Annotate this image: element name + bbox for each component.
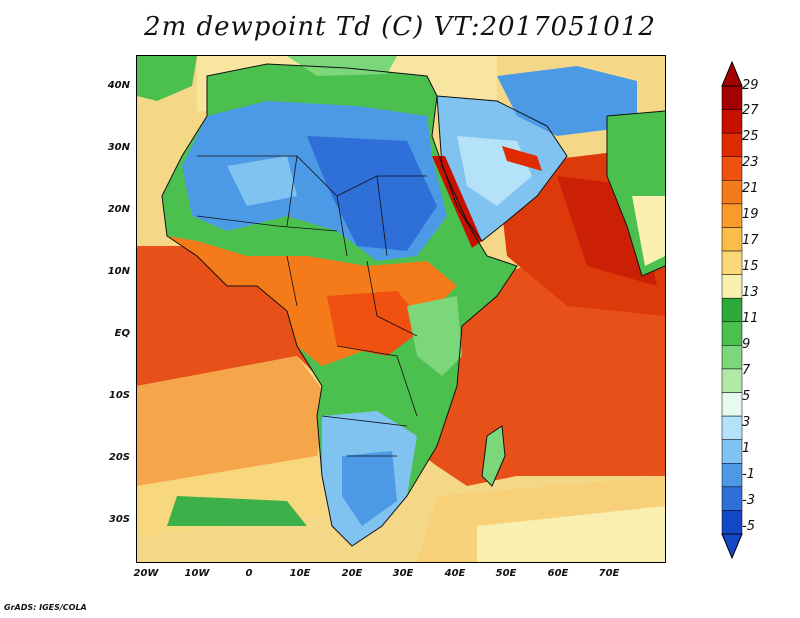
lat-label-10n: 10N: [107, 266, 130, 277]
colorbar-label-17: 17: [742, 233, 759, 248]
colorbar-segment: [721, 415, 743, 440]
colorbar-bottom-arrow: [721, 533, 743, 560]
colorbar-segment: [721, 321, 743, 346]
colorbar-label-3: 3: [742, 415, 751, 430]
lon-label-10w: 10W: [184, 568, 210, 579]
colorbar-label-21: 21: [742, 181, 759, 196]
colorbar-label-7: 7: [742, 363, 751, 378]
arabia-coastline: [436, 95, 568, 242]
western-sahara-field: [227, 156, 297, 206]
colorbar-segment: [721, 486, 743, 511]
colorbar-segment: [721, 297, 743, 323]
colorbar-segment: [721, 368, 743, 393]
footer-credit: GrADS: IGES/COLA: [4, 603, 87, 612]
colorbar-label-27: 27: [742, 103, 759, 118]
madagascar-landmass: [482, 426, 505, 486]
lat-label-eq: EQ: [114, 328, 130, 339]
colorbar-segment: [721, 203, 743, 228]
dewpoint-map: [136, 55, 666, 563]
colorbar-segment: [721, 180, 743, 205]
colorbar-label-29: 29: [742, 78, 759, 93]
colorbar-label-23: 23: [742, 155, 759, 170]
colorbar-label-15: 15: [742, 259, 759, 274]
colorbar-label-19: 19: [742, 207, 759, 222]
lat-label-20s: 20S: [108, 452, 130, 463]
south-atlantic-band: [137, 356, 327, 486]
lat-label-10s: 10S: [108, 390, 130, 401]
colorbar: [721, 60, 743, 560]
colorbar-segment: [721, 274, 743, 299]
colorbar-label-minus5: -5: [742, 519, 755, 534]
lon-label-20w: 20W: [133, 568, 159, 579]
colorbar-label-5: 5: [742, 389, 751, 404]
colorbar-segment: [721, 439, 743, 464]
lon-label-10e: 10E: [289, 568, 311, 579]
colorbar-segment: [721, 85, 743, 110]
lon-label-40e: 40E: [444, 568, 466, 579]
lon-label-20e: 20E: [341, 568, 363, 579]
colorbar-segment: [721, 510, 743, 535]
africa-coastline: [161, 63, 518, 547]
lat-label-30s: 30S: [108, 514, 130, 525]
persian-gulf-field: [502, 146, 542, 171]
south-atlantic-green-patch: [167, 496, 307, 526]
colorbar-segment: [721, 227, 743, 252]
sahara-driest-field: [307, 136, 437, 251]
colorbar-segment: [721, 109, 743, 134]
kalahari-field: [342, 451, 397, 526]
congo-basin-field: [327, 291, 427, 356]
lat-label-20n: 20N: [107, 204, 130, 215]
east-africa-highlands: [407, 296, 462, 376]
colorbar-label-11: 11: [742, 311, 759, 326]
madagascar-coastline: [481, 425, 506, 487]
lon-label-50e: 50E: [495, 568, 517, 579]
lon-label-0: 0: [245, 568, 253, 579]
iberia-field: [137, 56, 197, 101]
lon-label-70e: 70E: [598, 568, 620, 579]
colorbar-segment: [721, 156, 743, 181]
chart-title: 2m dewpoint Td (C) VT:2017051012: [144, 12, 656, 42]
southern-india-field: [632, 196, 665, 266]
colorbar-top-arrow: [721, 60, 743, 87]
colorbar-label-25: 25: [742, 129, 759, 144]
colorbar-label-minus1: -1: [742, 467, 755, 482]
lat-label-40n: 40N: [107, 80, 130, 91]
lon-label-60e: 60E: [547, 568, 569, 579]
country-borders: [196, 155, 427, 457]
colorbar-label-minus3: -3: [742, 493, 755, 508]
india-coastline: [606, 110, 665, 277]
southern-europe-field: [287, 56, 397, 76]
colorbar-label-9: 9: [742, 337, 751, 352]
colorbar-segment: [721, 463, 743, 488]
colorbar-label-1: 1: [742, 441, 751, 456]
colorbar-segment: [721, 132, 743, 157]
colorbar-segment: [721, 345, 743, 370]
colorbar-label-13: 13: [742, 285, 759, 300]
colorbar-segment: [721, 250, 743, 275]
south-indian-coolest: [477, 506, 665, 562]
lon-label-30e: 30E: [392, 568, 414, 579]
colorbar-segment: [721, 392, 743, 417]
lat-label-30n: 30N: [107, 142, 130, 153]
